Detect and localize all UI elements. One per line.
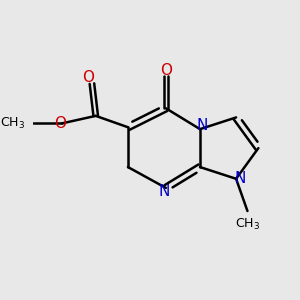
Text: O: O	[54, 116, 66, 131]
Text: N: N	[158, 184, 170, 199]
Text: CH$_3$: CH$_3$	[0, 116, 26, 131]
Text: CH$_3$: CH$_3$	[235, 217, 260, 232]
Text: N: N	[196, 118, 208, 133]
Text: O: O	[160, 63, 172, 78]
Text: O: O	[82, 70, 94, 86]
Text: N: N	[234, 171, 246, 186]
